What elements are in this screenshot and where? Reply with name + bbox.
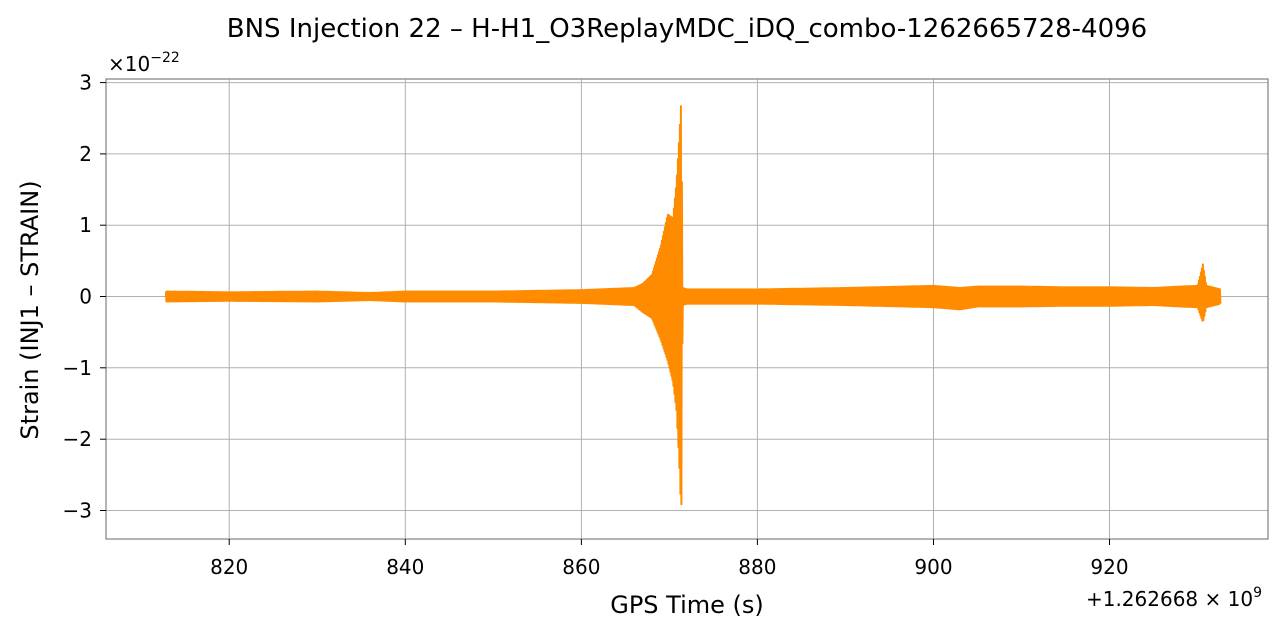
strain-line-0 <box>164 105 1222 506</box>
y-axis-label: Strain (INJ1 – STRAIN) <box>16 180 44 439</box>
y-tick-label-5: −2 <box>63 427 92 451</box>
strain-series <box>164 105 1222 506</box>
y-tick-label-2: 1 <box>79 213 92 237</box>
x-tick-label-3: 880 <box>738 555 776 579</box>
y-tick-label-3: 0 <box>79 285 92 309</box>
y-scale-base: ×10 <box>108 52 150 76</box>
x-axis-label: GPS Time (s) <box>610 591 764 619</box>
x-offset-label: +1.262668 × 109 <box>1086 585 1262 611</box>
x-tick-label-0: 820 <box>210 555 248 579</box>
y-axis-ticks: 3 2 1 0 −1 −2 −3 <box>63 71 106 523</box>
y-tick-label-6: −3 <box>63 499 92 523</box>
x-tick-label-2: 860 <box>562 555 600 579</box>
x-offset-base: +1.262668 × 10 <box>1086 587 1253 611</box>
y-tick-label-4: −1 <box>63 356 92 380</box>
y-scale-exponent: −22 <box>150 50 180 66</box>
chart-title: BNS Injection 22 – H-H1_O3ReplayMDC_iDQ_… <box>227 14 1147 44</box>
x-offset-exponent: 9 <box>1253 585 1262 601</box>
x-axis-ticks: 820 840 860 880 900 920 <box>210 539 1129 579</box>
x-tick-label-4: 900 <box>914 555 952 579</box>
grid-lines <box>106 79 1268 539</box>
x-tick-label-1: 840 <box>386 555 424 579</box>
y-scale-label: ×10−22 <box>108 50 180 76</box>
y-tick-label-0: 3 <box>79 71 92 95</box>
y-tick-label-1: 2 <box>79 142 92 166</box>
x-tick-label-5: 920 <box>1090 555 1128 579</box>
plot-frame <box>105 78 1269 540</box>
